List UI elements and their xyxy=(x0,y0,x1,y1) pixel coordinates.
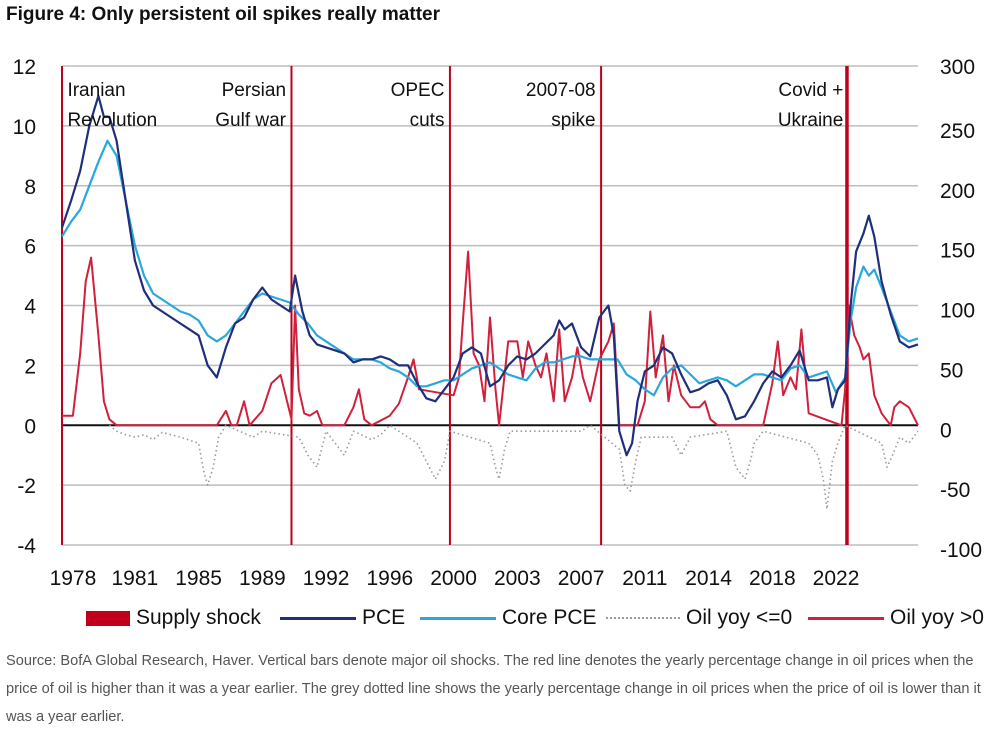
y-right-tick-label: 150 xyxy=(940,240,975,263)
series-pce xyxy=(60,94,919,457)
y-left-tick-label: -4 xyxy=(17,535,36,558)
shock-annotation: Ukraine xyxy=(778,110,843,131)
shock-annotation: OPEC xyxy=(391,80,445,101)
legend-item-oil-yoy-pos: Oil yoy >0 xyxy=(808,606,984,630)
x-tick-label: 2000 xyxy=(430,567,477,590)
series-core-pce xyxy=(61,139,919,397)
y-left-tick-label: 8 xyxy=(24,176,36,199)
shock-annotation: 2007-08 xyxy=(526,80,596,101)
x-tick-label: 1985 xyxy=(175,567,222,590)
x-tick-label: 2022 xyxy=(813,567,860,590)
pce-swatch xyxy=(280,616,356,620)
y-right-tick-label: 50 xyxy=(940,359,963,382)
y-right-tick-label: -100 xyxy=(940,539,982,562)
x-tick-label: 2011 xyxy=(622,567,667,590)
y-left-tick-label: 10 xyxy=(13,116,36,139)
shock-annotation: cuts xyxy=(410,110,445,131)
source-caption: Source: BofA Global Research, Haver. Ver… xyxy=(6,653,981,725)
y-left-tick-label: 6 xyxy=(24,236,36,259)
y-left-tick-label: 12 xyxy=(13,56,36,79)
series-lines xyxy=(60,94,919,510)
x-tick-label: 1981 xyxy=(111,567,158,590)
legend-item-core-pce: Core PCE xyxy=(420,606,597,630)
y-left-tick-label: 0 xyxy=(24,415,36,438)
core-pce-swatch xyxy=(420,616,496,620)
x-tick-label: 1989 xyxy=(239,567,286,590)
legend: Supply shock PCE Core PCE Oil yoy <=0 Oi… xyxy=(0,606,1000,640)
figure-title: Figure 4: Only persistent oil spikes rea… xyxy=(6,4,440,25)
x-tick-label: 2007 xyxy=(558,567,605,590)
legend-label: Supply shock xyxy=(136,606,261,629)
shock-annotations: Iranian Revolution Persian Gulf war OPEC cuts… xyxy=(67,80,843,131)
shock-annotation: Iranian xyxy=(67,80,125,101)
legend-item-supply-shock: Supply shock xyxy=(86,606,261,630)
y-axis-right: 300 250 200 150 100 50 0 -50 -100 xyxy=(940,56,982,562)
supply-shock-swatch xyxy=(86,610,130,626)
shock-annotation: Persian xyxy=(222,80,286,101)
legend-label: PCE xyxy=(362,606,406,629)
x-tick-label: 2003 xyxy=(494,567,541,590)
shock-annotation: Covid + xyxy=(778,80,843,101)
shock-annotation: Revolution xyxy=(67,110,157,131)
y-right-tick-label: 200 xyxy=(940,180,975,203)
legend-label: Oil yoy >0 xyxy=(890,606,984,629)
y-right-tick-label: 0 xyxy=(940,419,952,442)
oil-neg-swatch xyxy=(606,617,680,619)
gridlines xyxy=(62,65,918,546)
y-left-tick-label: -2 xyxy=(17,475,36,498)
x-tick-label: 2018 xyxy=(749,567,796,590)
y-right-tick-label: -50 xyxy=(940,479,970,502)
y-right-tick-label: 250 xyxy=(940,120,975,143)
y-right-tick-label: 100 xyxy=(940,300,975,323)
legend-item-oil-yoy-neg: Oil yoy <=0 xyxy=(606,606,792,630)
chart: Iranian Revolution Persian Gulf war OPEC cuts… xyxy=(13,56,982,590)
x-tick-label: 1992 xyxy=(303,567,350,590)
legend-label: Oil yoy <=0 xyxy=(686,606,793,629)
legend-label: Core PCE xyxy=(502,606,597,629)
series-oil-yoy-0 xyxy=(62,250,919,427)
y-left-tick-label: 4 xyxy=(24,296,36,319)
shock-annotation: spike xyxy=(551,110,595,131)
x-tick-label: 1978 xyxy=(50,567,97,590)
x-tick-label: 1996 xyxy=(366,567,413,590)
legend-item-pce: PCE xyxy=(280,606,405,630)
shock-annotation: Gulf war xyxy=(215,110,286,131)
oil-pos-swatch xyxy=(808,616,884,620)
x-tick-label: 2014 xyxy=(685,567,732,590)
y-right-tick-label: 300 xyxy=(940,56,975,79)
x-axis: 1978 1981 1985 1989 1992 1996 2000 2003 2007 2011… xyxy=(50,567,860,590)
supply-shock-bars xyxy=(61,66,849,545)
y-axis-left: 12 10 8 6 4 2 0 -2 -4 xyxy=(13,56,37,558)
y-left-tick-label: 2 xyxy=(24,355,36,378)
series-oil-yoy-0 xyxy=(108,424,919,510)
